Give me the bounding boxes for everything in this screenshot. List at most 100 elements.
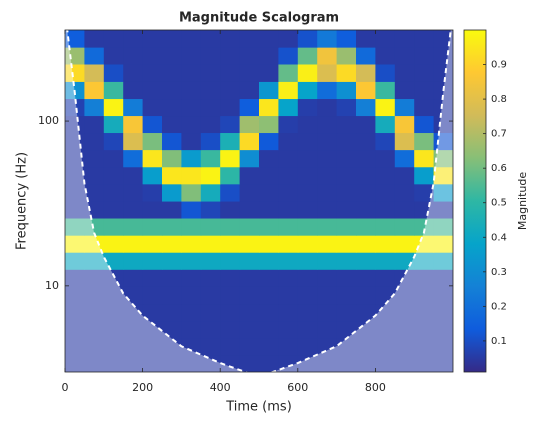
heatmap-cell: [375, 320, 396, 339]
heatmap-cell: [259, 115, 279, 134]
heatmap-cell: [336, 303, 357, 322]
heatmap-cell: [414, 320, 435, 339]
x-tick-label: 400: [210, 381, 231, 394]
heatmap-cell: [200, 320, 221, 339]
heatmap-cell: [414, 286, 435, 305]
heatmap-cell: [84, 81, 105, 100]
heatmap-cell: [433, 252, 453, 270]
heatmap-cell: [336, 166, 357, 185]
heatmap-cell: [336, 252, 357, 270]
heatmap-cell: [84, 286, 105, 305]
heatmap-cell: [297, 201, 318, 219]
heatmap-cell: [259, 201, 279, 219]
heatmap-cell: [433, 132, 453, 151]
heatmap-cell: [278, 63, 299, 82]
heatmap-cell: [259, 354, 279, 372]
heatmap-cell: [356, 218, 376, 236]
heatmap-cell: [336, 354, 357, 372]
heatmap-cell: [239, 337, 260, 356]
heatmap-cell: [65, 166, 85, 185]
heatmap-cell: [259, 63, 279, 82]
heatmap-cell: [297, 337, 318, 356]
heatmap-cell: [200, 354, 221, 372]
heatmap-cell: [142, 30, 163, 48]
heatmap-cell: [433, 63, 453, 82]
heatmap-cell: [317, 98, 338, 117]
heatmap-cell: [123, 201, 144, 219]
heatmap-cell: [84, 47, 105, 65]
heatmap-cell: [356, 337, 376, 356]
heatmap-cell: [181, 183, 202, 202]
heatmap-cell: [394, 269, 415, 287]
heatmap-cell: [181, 149, 202, 168]
heatmap-cell: [200, 201, 221, 219]
heatmap-cell: [239, 115, 260, 134]
heatmap-cell: [356, 303, 376, 322]
heatmap-cell: [142, 63, 163, 82]
heatmap-cell: [433, 337, 453, 356]
heatmap-cell: [394, 166, 415, 185]
heatmap-cell: [433, 235, 453, 253]
heatmap-cell: [84, 269, 105, 287]
heatmap-cell: [375, 337, 396, 356]
heatmap-cell: [200, 252, 221, 270]
heatmap-cell: [142, 132, 163, 151]
heatmap-cell: [162, 354, 182, 372]
heatmap-cell: [394, 183, 415, 202]
heatmap-cell: [278, 201, 299, 219]
heatmap-cell: [239, 354, 260, 372]
heatmap-cell: [317, 183, 338, 202]
heatmap-cell: [200, 337, 221, 356]
heatmap-cell: [65, 337, 85, 356]
x-tick-label: 0: [62, 381, 69, 394]
heatmap-cell: [220, 252, 241, 270]
heatmap-cell: [84, 354, 105, 372]
coi-line: [66, 30, 452, 372]
heatmap-cell: [297, 30, 318, 48]
heatmap-cell: [375, 47, 396, 65]
heatmap-cell: [375, 132, 396, 151]
heatmap-cell: [142, 337, 163, 356]
heatmap-cell: [65, 149, 85, 168]
colorbar: [463, 29, 487, 373]
heatmap-cell: [181, 269, 202, 287]
heatmap-cell: [317, 81, 338, 100]
heatmap-cell: [356, 115, 376, 134]
x-tick-label: 600: [287, 381, 308, 394]
heatmap-cell: [162, 252, 182, 270]
heatmap-cell: [259, 286, 279, 305]
chart-title: Magnitude Scalogram: [179, 11, 339, 26]
heatmap-cell: [317, 63, 338, 82]
heatmap-cell: [317, 132, 338, 151]
heatmap-cell: [123, 252, 144, 270]
heatmap-cell: [414, 354, 435, 372]
heatmap-cell: [259, 98, 279, 117]
heatmap-cell: [297, 269, 318, 287]
heatmap-cell: [142, 252, 163, 270]
heatmap-cell: [375, 235, 396, 253]
heatmap-cell: [200, 235, 221, 253]
heatmap-cell: [123, 337, 144, 356]
heatmap-cell: [433, 166, 453, 185]
heatmap-cell: [394, 354, 415, 372]
x-tick-label: 800: [365, 381, 386, 394]
heatmap-cell: [200, 218, 221, 236]
heatmap-cell: [200, 47, 221, 65]
heatmap-cell: [278, 132, 299, 151]
heatmap-cell: [394, 47, 415, 65]
heatmap-cell: [200, 183, 221, 202]
heatmap-cell: [394, 132, 415, 151]
heatmap-cell: [414, 98, 435, 117]
heatmap-cell: [317, 218, 338, 236]
heatmap-cell: [356, 183, 376, 202]
heatmap-cell: [278, 269, 299, 287]
heatmap-cell: [181, 63, 202, 82]
heatmap-cell: [103, 63, 124, 82]
heatmap-cell: [84, 252, 105, 270]
heatmap-cell: [297, 183, 318, 202]
heatmap-cell: [65, 63, 85, 82]
heatmap-cell: [375, 269, 396, 287]
heatmap-cell: [181, 337, 202, 356]
